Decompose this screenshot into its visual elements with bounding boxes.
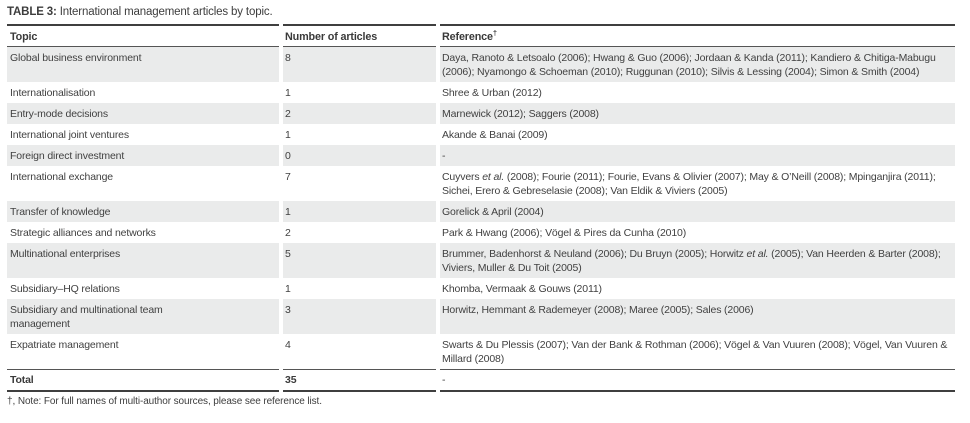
count-cell: 2 <box>283 103 436 124</box>
topic-cell: Expatriate management <box>10 339 119 351</box>
table-header: Topic Number of articles Reference† <box>7 24 955 47</box>
table-row: Subsidiary–HQ relations 1 Khomba, Vermaa… <box>7 278 955 299</box>
count-cell: 4 <box>285 339 291 351</box>
reference-cell: Khomba, Vermaak & Gouws (2011) <box>442 283 602 295</box>
reference-cell: Swarts & Du Plessis (2007); Van der Bank… <box>442 339 948 365</box>
total-label: Total <box>7 369 279 392</box>
topic-cell: Strategic alliances and networks <box>10 227 156 239</box>
reference-cell: Cuyvers et al. (2008); Fourie (2011); Fo… <box>442 171 936 197</box>
table-row: Subsidiary and multinational team manage… <box>7 299 955 334</box>
topic-cell: International exchange <box>10 171 113 183</box>
topic-cell: Transfer of knowledge <box>7 201 279 222</box>
count-cell: 1 <box>285 129 291 141</box>
table-row: Transfer of knowledge 1 Gorelick & April… <box>7 201 955 222</box>
reference-cell: - <box>440 145 955 166</box>
dagger-symbol: † <box>492 28 497 38</box>
topic-cell: Internationalisation <box>10 87 96 99</box>
count-cell: 0 <box>283 145 436 166</box>
count-cell: 5 <box>283 243 436 278</box>
count-cell: 1 <box>285 87 291 99</box>
reference-cell: Marnewick (2012); Saggers (2008) <box>440 103 955 124</box>
total-count: 35 <box>283 369 436 392</box>
count-cell: 1 <box>283 201 436 222</box>
reference-cell: Daya, Ranoto & Letsoalo (2006); Hwang & … <box>440 47 955 82</box>
reference-cell: Horwitz, Hemmant & Rademeyer (2008); Mar… <box>440 299 955 334</box>
header-row: Topic Number of articles Reference† <box>7 24 955 47</box>
reference-cell: Akande & Banai (2009) <box>442 129 548 141</box>
table-caption-label: TABLE 3: <box>7 6 57 18</box>
topic-cell: Multinational enterprises <box>7 243 279 278</box>
total-reference: - <box>440 369 955 392</box>
reference-cell: Brummer, Badenhorst & Neuland (2006); Du… <box>440 243 955 278</box>
table-row: Foreign direct investment 0 - <box>7 145 955 166</box>
reference-cell: Gorelick & April (2004) <box>440 201 955 222</box>
table-row: Expatriate management 4 Swarts & Du Ples… <box>7 334 955 369</box>
column-header-number-of-articles: Number of articles <box>283 24 436 47</box>
table-footnote: †, Note: For full names of multi-author … <box>7 396 322 407</box>
table-caption-text: International management articles by top… <box>59 6 273 18</box>
table-row: Internationalisation 1 Shree & Urban (20… <box>7 82 955 103</box>
table-caption: TABLE 3: International management article… <box>7 5 970 19</box>
topic-cell: Foreign direct investment <box>7 145 279 166</box>
column-header-reference: Reference† <box>440 24 955 47</box>
topics-table: Topic Number of articles Reference† Glob… <box>3 24 959 392</box>
table-footer: Total 35 - <box>7 369 955 392</box>
total-row: Total 35 - <box>7 369 955 392</box>
reference-cell: Shree & Urban (2012) <box>442 87 542 99</box>
reference-cell: Park & Hwang (2006); Vögel & Pires da Cu… <box>442 227 687 239</box>
table-row: Entry-mode decisions 2 Marnewick (2012);… <box>7 103 955 124</box>
topic-cell: Entry-mode decisions <box>7 103 279 124</box>
count-cell: 8 <box>283 47 436 82</box>
table-row: Strategic alliances and networks 2 Park … <box>7 222 955 243</box>
topic-cell: Subsidiary and multinational team manage… <box>7 299 279 334</box>
table-row: International joint ventures 1 Akande & … <box>7 124 955 145</box>
table-body: Global business environment 8 Daya, Rano… <box>7 47 955 369</box>
table-row: Global business environment 8 Daya, Rano… <box>7 47 955 82</box>
table-row: International exchange 7 Cuyvers et al. … <box>7 166 955 201</box>
topic-cell: International joint ventures <box>10 129 129 141</box>
count-cell: 3 <box>283 299 436 334</box>
count-cell: 2 <box>285 227 291 239</box>
topic-cell: Subsidiary–HQ relations <box>10 283 120 295</box>
column-header-topic: Topic <box>7 24 279 47</box>
table-row: Multinational enterprises 5 Brummer, Bad… <box>7 243 955 278</box>
count-cell: 7 <box>285 171 291 183</box>
topic-cell: Global business environment <box>7 47 279 82</box>
count-cell: 1 <box>285 283 291 295</box>
